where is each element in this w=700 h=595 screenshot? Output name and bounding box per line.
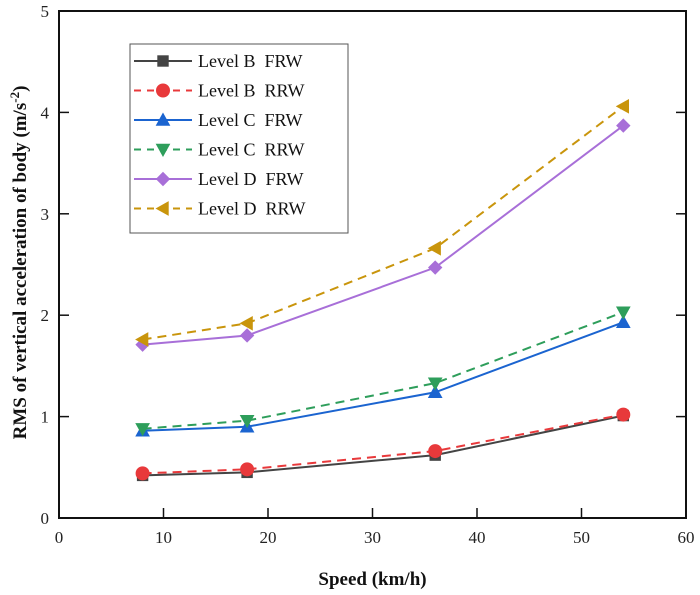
legend-marker: [157, 55, 169, 67]
y-tick-label: 3: [41, 205, 50, 224]
data-point: [616, 118, 631, 133]
series-level-c-rrw: [135, 306, 631, 437]
data-point: [239, 414, 255, 429]
y-axis-title-close: ): [10, 86, 31, 92]
legend-marker: [155, 171, 171, 187]
x-axis: 0 10 20 30 40 50 60: [55, 508, 695, 547]
data-point: [239, 328, 255, 343]
legend-marker: [155, 143, 171, 158]
y-axis-title-main: RMS of vertical acceleration of body (m/…: [10, 103, 31, 440]
y-axis-title: RMS of vertical acceleration of body (m/…: [7, 86, 31, 440]
legend-marker: [156, 83, 170, 98]
series-line: [142, 321, 624, 432]
legend-item: Level B FRW: [134, 51, 303, 71]
data-point: [615, 98, 629, 114]
data-point: [135, 332, 149, 347]
y-tick-label: 2: [41, 306, 50, 325]
legend-marker: [155, 201, 169, 216]
legend-item: Level B RRW: [134, 81, 305, 101]
series-level-b-rrw: [135, 407, 631, 481]
legend-label: Level B FRW: [198, 51, 303, 71]
data-point: [427, 377, 443, 391]
x-tick-label: 30: [364, 528, 381, 547]
legend-label: Level C FRW: [198, 110, 303, 130]
series-level-d-frw: [135, 118, 631, 352]
y-tick-label: 4: [41, 103, 50, 122]
legend-label: Level B RRW: [198, 81, 305, 101]
legend-item: Level C FRW: [134, 110, 303, 130]
series-level-d-rrw: [135, 98, 629, 347]
legend-item: Level D RRW: [134, 199, 305, 219]
y-tick-label: 5: [41, 2, 50, 21]
x-tick-label: 60: [678, 528, 695, 547]
plot-marks: [135, 98, 631, 482]
x-tick-label: 50: [573, 528, 590, 547]
legend-label: Level D FRW: [198, 169, 304, 189]
series-line: [142, 124, 624, 346]
legend-label: Level C RRW: [198, 140, 305, 160]
data-point: [135, 423, 150, 437]
legend-marker: [155, 112, 171, 126]
series-line: [142, 105, 624, 341]
data-point: [135, 466, 150, 481]
y-tick-label: 1: [41, 408, 50, 427]
data-point: [428, 444, 443, 459]
x-tick-label: 40: [469, 528, 486, 547]
x-axis-title: Speed (km/h): [318, 569, 426, 590]
x-tick-label: 0: [55, 528, 64, 547]
legend-box: [129, 43, 349, 234]
series-line: [142, 414, 624, 477]
legend-label: Level D RRW: [198, 199, 305, 219]
data-point: [240, 462, 255, 477]
data-point: [616, 407, 631, 422]
data-point: [615, 314, 631, 328]
data-point: [427, 240, 441, 256]
x-tick-label: 20: [260, 528, 277, 547]
series-line: [142, 413, 624, 475]
x-tick-label: 10: [155, 528, 172, 547]
legend: Level B FRW Level B RRW Level C FRW Level C…: [129, 43, 349, 234]
y-axis-title-sup: -2: [7, 92, 22, 103]
data-point: [427, 260, 443, 275]
legend-item: Level C RRW: [134, 140, 305, 160]
series-line: [142, 311, 624, 430]
legend-item: Level D FRW: [134, 169, 304, 189]
data-point: [239, 315, 253, 331]
series-level-c-frw: [135, 314, 631, 437]
y-axis: 0 1 2 3 4 5: [41, 2, 686, 528]
data-point: [427, 384, 443, 398]
data-point: [615, 306, 631, 320]
y-tick-label: 0: [41, 509, 50, 528]
